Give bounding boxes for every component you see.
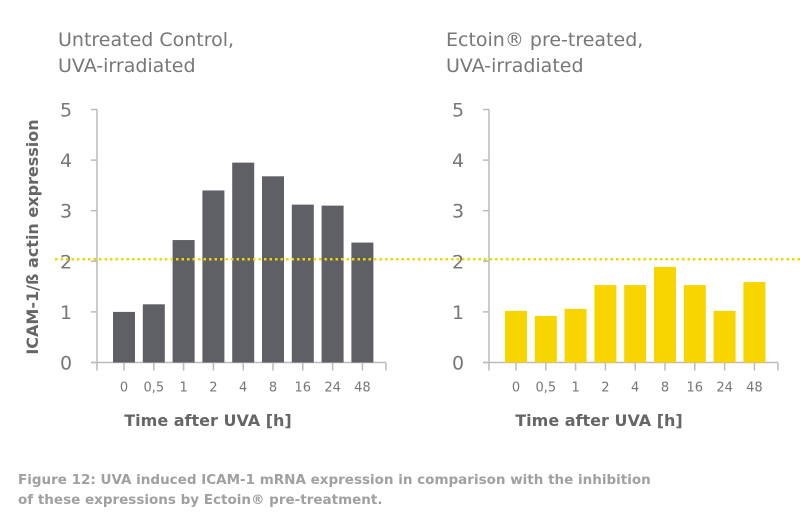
x-tick-label: 2 <box>209 381 217 396</box>
caption-line-2: of these expressions by Ectoin® pre-trea… <box>18 492 383 508</box>
y-tick-label: 5 <box>452 100 464 122</box>
y-tick-label: 0 <box>452 353 464 375</box>
x-tick-label: 8 <box>661 381 669 396</box>
x-tick-label: 0,5 <box>535 381 556 396</box>
y-tick-label: 0 <box>60 353 72 375</box>
right-title-line-1: Ectoin® pre-treated, <box>446 29 643 51</box>
y-tick-label: 2 <box>452 251 464 273</box>
y-tick-label: 4 <box>452 150 464 172</box>
x-tick-label: 1 <box>571 381 579 396</box>
x-tick-label: 1 <box>179 381 187 396</box>
bar <box>351 242 374 363</box>
left-x-axis-label: Time after UVA [h] <box>124 411 291 430</box>
bar <box>743 282 766 363</box>
y-tick-label: 4 <box>60 150 72 172</box>
bar <box>321 205 344 363</box>
bar <box>142 304 165 363</box>
bar <box>624 285 647 363</box>
right-title-line-2: UVA-irradiated <box>446 55 584 77</box>
x-tick-label: 24 <box>324 381 341 396</box>
x-tick-label: 16 <box>295 381 312 396</box>
x-tick-label: 2 <box>601 381 609 396</box>
bar <box>113 311 135 363</box>
bar <box>683 285 706 363</box>
bar <box>505 310 527 363</box>
y-tick-label: 3 <box>452 201 464 223</box>
bar <box>232 162 255 363</box>
y-tick-label: 3 <box>60 201 72 223</box>
x-tick-label: 48 <box>746 381 763 396</box>
x-tick-label: 24 <box>716 381 733 396</box>
x-tick-label: 4 <box>631 381 639 396</box>
bar <box>564 308 587 363</box>
bar <box>202 190 225 363</box>
bar <box>654 266 676 363</box>
y-axis-label: ICAM-1/ß actin expression <box>23 119 42 354</box>
x-tick-label: 48 <box>354 381 371 396</box>
bar <box>291 204 314 363</box>
bar <box>172 240 195 363</box>
bar <box>262 176 284 363</box>
left-title-line-1: Untreated Control, <box>58 29 234 51</box>
caption-line-1: Figure 12: UVA induced ICAM-1 mRNA expre… <box>18 472 651 488</box>
x-tick-label: 0 <box>120 381 128 396</box>
bar <box>534 315 557 363</box>
right-x-axis-label: Time after UVA [h] <box>515 411 682 430</box>
y-tick-label: 5 <box>60 100 72 122</box>
x-tick-label: 0,5 <box>143 381 164 396</box>
x-tick-label: 0 <box>512 381 520 396</box>
bar <box>713 310 736 363</box>
y-tick-label: 2 <box>60 251 72 273</box>
x-tick-label: 8 <box>269 381 277 396</box>
bar <box>594 285 617 363</box>
y-tick-label: 1 <box>452 302 464 324</box>
y-tick-label: 1 <box>60 302 72 324</box>
left-title-line-2: UVA-irradiated <box>58 55 196 77</box>
x-tick-label: 16 <box>687 381 704 396</box>
x-tick-label: 4 <box>239 381 247 396</box>
